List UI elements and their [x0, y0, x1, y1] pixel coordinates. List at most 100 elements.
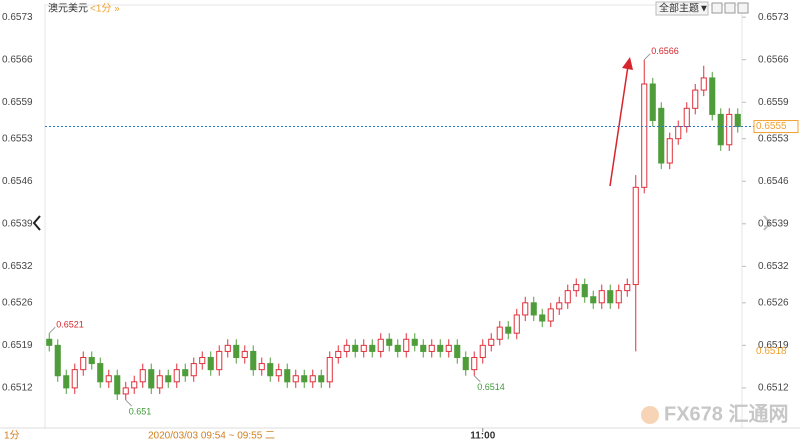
candle-body: [496, 326, 503, 340]
y-tick-label-right: 0.6559: [758, 97, 789, 108]
candle-body: [454, 344, 461, 358]
candle-body: [224, 344, 231, 352]
candle-body: [666, 138, 673, 164]
candle-body: [63, 375, 70, 389]
y-tick-label-left: 0.6546: [2, 176, 33, 187]
marker-price-label: 0.6518: [756, 346, 787, 357]
tool-buttons[interactable]: [711, 2, 749, 14]
footer-range: 2020/03/03 09:54 ~ 09:55 二: [148, 431, 275, 442]
candle-body: [114, 375, 121, 395]
candle-body: [573, 284, 580, 292]
footer-period: 1分: [4, 430, 20, 442]
candle-body: [216, 350, 223, 371]
y-tick-label-left: 0.6539: [2, 218, 33, 229]
candle-body: [258, 363, 265, 371]
annotation-arrow: [609, 65, 629, 187]
y-tick-label-left: 0.6559: [2, 97, 33, 108]
candle-body: [46, 338, 53, 346]
candle-body: [675, 126, 682, 140]
candle-body: [377, 338, 384, 352]
prev-arrow[interactable]: [32, 215, 41, 231]
candle-body: [80, 357, 87, 371]
candle-body: [360, 344, 367, 352]
period[interactable]: <1分 »: [90, 3, 120, 15]
y-tick-label-left: 0.6512: [2, 383, 33, 394]
candle-body: [598, 290, 605, 304]
low-label: 0.6514: [477, 382, 505, 392]
candle-body: [292, 375, 299, 383]
low-label: 0.651: [129, 406, 152, 416]
candle-body: [445, 344, 452, 352]
y-tick-label-right: 0.6566: [758, 54, 789, 65]
y-tick-label-right: 0.6526: [758, 297, 789, 308]
y-tick-label-left: 0.6526: [2, 297, 33, 308]
y-tick-label-right: 0.6532: [758, 261, 789, 272]
candle-body: [488, 338, 495, 346]
candle-body: [411, 338, 418, 346]
candle-body: [564, 290, 571, 304]
low-marker: [125, 399, 133, 407]
candle-body: [131, 381, 138, 389]
candle-body: [717, 113, 724, 146]
candle-body: [462, 357, 469, 371]
candle-body: [173, 369, 180, 383]
candle-body: [54, 344, 61, 377]
candle-body: [386, 338, 393, 346]
candle-body: [207, 357, 214, 371]
candle-body: [335, 350, 342, 359]
candle-body: [607, 290, 614, 304]
candle-body: [148, 369, 155, 389]
candle-body: [581, 284, 588, 298]
y-tick-label-right: 0.6539: [758, 218, 789, 229]
candle-body: [539, 314, 546, 322]
theme-button-bg[interactable]: [655, 1, 709, 16]
candle-body: [352, 344, 359, 352]
candle-body: [479, 344, 486, 358]
candle-body: [658, 107, 665, 164]
candle-body: [199, 357, 206, 365]
candle-body: [590, 296, 597, 304]
y-tick-label-left: 0.6573: [2, 12, 33, 23]
symbol: 澳元美元: [48, 2, 88, 15]
candle-body: [615, 290, 622, 304]
candle-body: [122, 387, 129, 395]
high-marker: [643, 53, 651, 61]
y-tick-label-right: 0.6553: [758, 133, 789, 144]
candle-body: [522, 302, 529, 316]
candle-body: [182, 369, 189, 377]
candle-body: [88, 357, 95, 365]
candle-body: [649, 83, 656, 121]
theme-button[interactable]: 全部主题▼: [659, 2, 709, 15]
candle-body: [692, 89, 699, 109]
candle-body: [726, 113, 733, 146]
candle-body: [624, 284, 631, 292]
y-tick-label-right: 0.6519: [758, 340, 789, 351]
candle-body: [428, 344, 435, 352]
candle-body: [394, 344, 401, 352]
candle-body: [309, 375, 316, 383]
annotation-arrowhead: [622, 57, 633, 70]
candle-body: [156, 375, 163, 389]
candle-body: [275, 369, 282, 377]
candle-body: [437, 344, 444, 352]
next-arrow[interactable]: [763, 215, 772, 231]
candle-body: [241, 350, 248, 359]
candle-body: [369, 344, 376, 352]
candle-body: [71, 369, 78, 389]
y-tick-label-right: 0.6546: [758, 176, 789, 187]
candle-body: [700, 77, 707, 91]
candle-body: [284, 369, 291, 383]
candle-body: [683, 107, 690, 128]
watermark: FX678 汇通网: [664, 402, 788, 425]
high-marker: [48, 326, 56, 334]
candle-body: [250, 350, 257, 371]
low-marker: [473, 375, 481, 383]
y-tick-label-left: 0.6553: [2, 133, 33, 144]
candle-body: [420, 344, 427, 352]
candle-body: [267, 363, 274, 377]
last-price-box: [753, 120, 799, 134]
y-tick-label-left: 0.6532: [2, 261, 33, 272]
candle-body: [734, 113, 741, 128]
candle-body: [105, 375, 112, 383]
